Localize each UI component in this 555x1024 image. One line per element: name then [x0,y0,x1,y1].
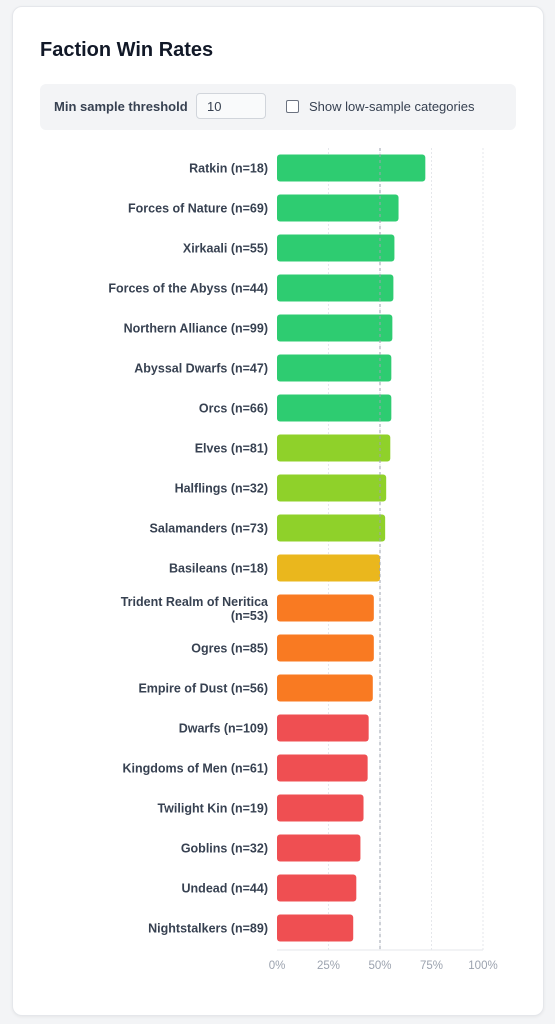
category-label: Undead (n=44) [182,882,268,896]
bar[interactable] [277,794,364,822]
bar[interactable] [277,594,374,622]
x-tick-label: 25% [317,960,340,972]
bar[interactable] [277,434,391,462]
low-sample-label: Show low-sample categories [309,99,475,114]
bar[interactable] [277,714,369,742]
category-label: Basileans (n=18) [169,562,268,576]
category-label: Northern Alliance (n=99) [124,322,268,336]
category-label: Kingdoms of Men (n=61) [123,762,269,776]
category-label: Goblins (n=32) [181,842,268,856]
category-label: Dwarfs (n=109) [179,722,268,736]
bar[interactable] [277,354,392,382]
threshold-label: Min sample threshold [54,99,188,114]
low-sample-checkbox[interactable] [286,100,299,113]
category-label: Elves (n=81) [195,442,268,456]
x-tick-label: 75% [420,960,443,972]
category-label: Empire of Dust (n=56) [138,682,268,696]
bar[interactable] [277,394,392,422]
bar[interactable] [277,834,361,862]
category-label: Forces of Nature (n=69) [128,202,268,216]
bar-chart: Ratkin (n=18) Forces of Nature (n=69) Xirk… [108,148,498,972]
threshold-input[interactable] [196,93,266,119]
bar[interactable] [277,274,394,302]
bar[interactable] [277,514,386,542]
category-label: Xirkaali (n=55) [183,242,268,256]
category-label: Orcs (n=66) [199,402,268,416]
bar[interactable] [277,874,357,902]
category-label: Ogres (n=85) [191,642,268,656]
bar[interactable] [277,234,395,262]
bar[interactable] [277,474,387,502]
category-label: Salamanders (n=73) [150,522,268,536]
x-tick-label: 0% [269,960,286,972]
chart-card: Faction Win Rates Min sample threshold S… [12,6,544,1016]
category-label: Ratkin (n=18) [189,162,268,176]
bar[interactable] [277,554,380,582]
bars [277,148,426,950]
bar[interactable] [277,634,374,662]
category-label: Trident Realm of Neritica (n=53) [121,595,269,623]
category-label: Abyssal Dwarfs (n=47) [134,362,268,376]
category-label: Twilight Kin (n=19) [157,802,268,816]
page-title: Faction Win Rates [40,39,214,61]
bar[interactable] [277,914,354,942]
bar[interactable] [277,674,373,702]
category-label: Forces of the Abyss (n=44) [108,282,268,296]
bar[interactable] [277,754,368,782]
category-label: Nightstalkers (n=89) [148,922,268,936]
x-tick-label: 100% [468,960,497,972]
bar[interactable] [277,314,393,342]
category-label: Halflings (n=32) [175,482,268,496]
bar[interactable] [277,194,399,222]
controls-bar: Min sample threshold Show low-sample cat… [40,84,516,130]
x-tick-label: 50% [368,960,391,972]
x-axis-ticks: 0% 25% 50% 75% 100% [269,960,498,972]
bar[interactable] [277,154,426,182]
category-labels: Ratkin (n=18) Forces of Nature (n=69) Xirk… [108,162,269,936]
